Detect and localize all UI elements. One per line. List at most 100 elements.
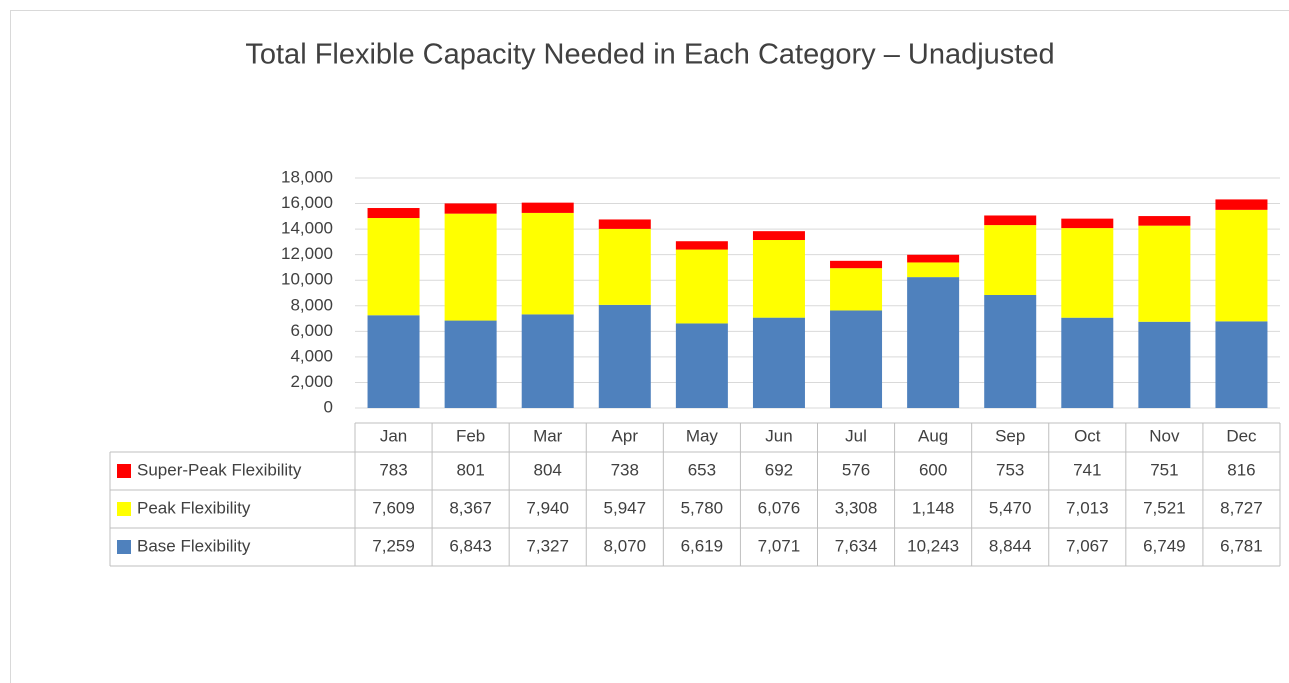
bar-segment	[598, 219, 651, 229]
bar-segment	[367, 218, 420, 316]
chart-title: Total Flexible Capacity Needed in Each C…	[245, 39, 1054, 71]
x-tick-label: Oct	[1074, 426, 1101, 445]
bar-segment	[675, 249, 728, 324]
table-value: 7,634	[835, 536, 878, 555]
bar-segment	[444, 320, 497, 408]
bar-segment	[521, 314, 574, 408]
bar-segment	[830, 310, 883, 408]
legend-label: Base Flexibility	[137, 536, 251, 555]
y-tick-label: 14,000	[281, 219, 333, 238]
table-value: 600	[919, 460, 947, 479]
bar-segment	[521, 212, 574, 315]
table-value: 6,619	[681, 536, 724, 555]
x-tick-label: May	[686, 426, 719, 445]
x-tick-label: Apr	[612, 426, 639, 445]
y-tick-label: 16,000	[281, 193, 333, 212]
x-tick-label: Mar	[533, 426, 563, 445]
table-value: 5,780	[681, 498, 724, 517]
y-tick-label: 2,000	[290, 372, 333, 391]
bar-segment	[675, 241, 728, 250]
x-tick-label: Jun	[765, 426, 792, 445]
table-value: 6,749	[1143, 536, 1186, 555]
table-value: 10,243	[907, 536, 959, 555]
bar-segment	[598, 304, 651, 408]
table-value: 653	[688, 460, 716, 479]
table-value: 8,727	[1220, 498, 1263, 517]
chart-border	[10, 10, 1289, 683]
table-value: 741	[1073, 460, 1101, 479]
bar-segment	[752, 231, 805, 241]
bar-segment	[675, 323, 728, 408]
table-value: 7,013	[1066, 498, 1109, 517]
bar-segment	[984, 215, 1037, 226]
bar-segment	[521, 202, 574, 213]
x-tick-label: Sep	[995, 426, 1025, 445]
table-value: 6,843	[449, 536, 492, 555]
bar-segment	[1138, 216, 1191, 226]
x-tick-label: Jul	[845, 426, 867, 445]
bar-segment	[1215, 321, 1268, 408]
y-tick-label: 6,000	[290, 321, 333, 340]
bar-segment	[830, 268, 883, 311]
bar-segment	[1138, 321, 1191, 408]
table-value: 692	[765, 460, 793, 479]
table-value: 7,067	[1066, 536, 1109, 555]
x-tick-label: Feb	[456, 426, 485, 445]
table-value: 801	[456, 460, 484, 479]
legend-swatch	[117, 540, 131, 554]
table-value: 1,148	[912, 498, 955, 517]
y-tick-label: 8,000	[290, 295, 333, 314]
y-tick-label: 10,000	[281, 270, 333, 289]
legend-label: Super-Peak Flexibility	[137, 460, 302, 479]
table-value: 783	[379, 460, 407, 479]
legend-swatch	[117, 464, 131, 478]
bar-segment	[907, 262, 960, 278]
bar-segment	[444, 213, 497, 321]
table-value: 8,844	[989, 536, 1032, 555]
table-value: 738	[611, 460, 639, 479]
bar-segment	[367, 315, 420, 408]
bar-segment	[1215, 199, 1268, 210]
bar-segment	[1061, 317, 1114, 408]
bar-segment	[367, 208, 420, 219]
legend-swatch	[117, 502, 131, 516]
table-value: 816	[1227, 460, 1255, 479]
table-value: 7,327	[526, 536, 569, 555]
bar-segment	[752, 240, 805, 318]
table-value: 8,070	[604, 536, 647, 555]
table-value: 804	[534, 460, 562, 479]
x-tick-label: Dec	[1226, 426, 1257, 445]
bar-segment	[598, 228, 651, 305]
table-value: 3,308	[835, 498, 878, 517]
table-value: 7,609	[372, 498, 415, 517]
table-value: 576	[842, 460, 870, 479]
bar-segment	[1061, 228, 1114, 318]
bar-segment	[1138, 225, 1191, 322]
bar-segment	[984, 294, 1037, 408]
table-value: 6,781	[1220, 536, 1263, 555]
bar-segment	[444, 203, 497, 214]
y-tick-label: 4,000	[290, 346, 333, 365]
table-value: 5,470	[989, 498, 1032, 517]
bar-segment	[1215, 209, 1268, 322]
table-value: 7,259	[372, 536, 415, 555]
bar-segment	[752, 317, 805, 408]
bar-segment	[984, 225, 1037, 295]
table-value: 753	[996, 460, 1024, 479]
x-tick-label: Nov	[1149, 426, 1180, 445]
bar-segment	[907, 277, 960, 408]
table-value: 7,940	[526, 498, 569, 517]
table-value: 6,076	[758, 498, 801, 517]
x-tick-label: Jan	[380, 426, 407, 445]
y-tick-label: 0	[324, 397, 333, 416]
bar-segment	[830, 260, 883, 269]
bar-segment	[907, 254, 960, 263]
y-tick-label: 12,000	[281, 244, 333, 263]
legend-label: Peak Flexibility	[137, 498, 251, 517]
table-value: 751	[1150, 460, 1178, 479]
table-value: 7,071	[758, 536, 801, 555]
x-tick-label: Aug	[918, 426, 948, 445]
table-value: 7,521	[1143, 498, 1186, 517]
table-value: 8,367	[449, 498, 492, 517]
